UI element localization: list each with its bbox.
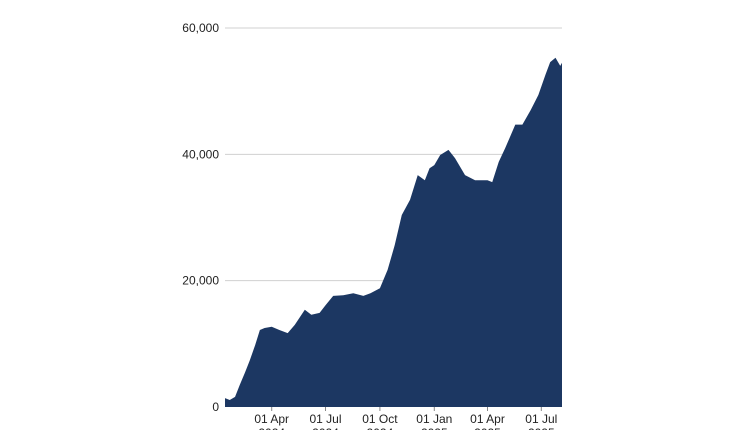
x-tick-label: 2025	[528, 426, 555, 430]
x-tick-label: 01 Apr	[470, 412, 505, 426]
x-tick-label: 01 Oct	[362, 412, 398, 426]
area	[225, 57, 562, 407]
x-tick-label: 2024	[367, 426, 394, 430]
x-tick-label: 01 Jan	[416, 412, 452, 426]
x-tick-label: 01 Apr	[254, 412, 289, 426]
x-tick-label: 2025	[421, 426, 448, 430]
x-tick-label: 01 Jul	[309, 412, 341, 426]
x-tick-label: 2024	[312, 426, 339, 430]
y-tick-label: 0	[212, 400, 219, 414]
y-tick-label: 40,000	[182, 147, 219, 161]
x-tick-label: 2024	[258, 426, 285, 430]
y-tick-label: 60,000	[182, 21, 219, 35]
x-tick-label: 01 Jul	[525, 412, 557, 426]
x-tick-label: 2025	[474, 426, 501, 430]
y-tick-label: 20,000	[182, 274, 219, 288]
